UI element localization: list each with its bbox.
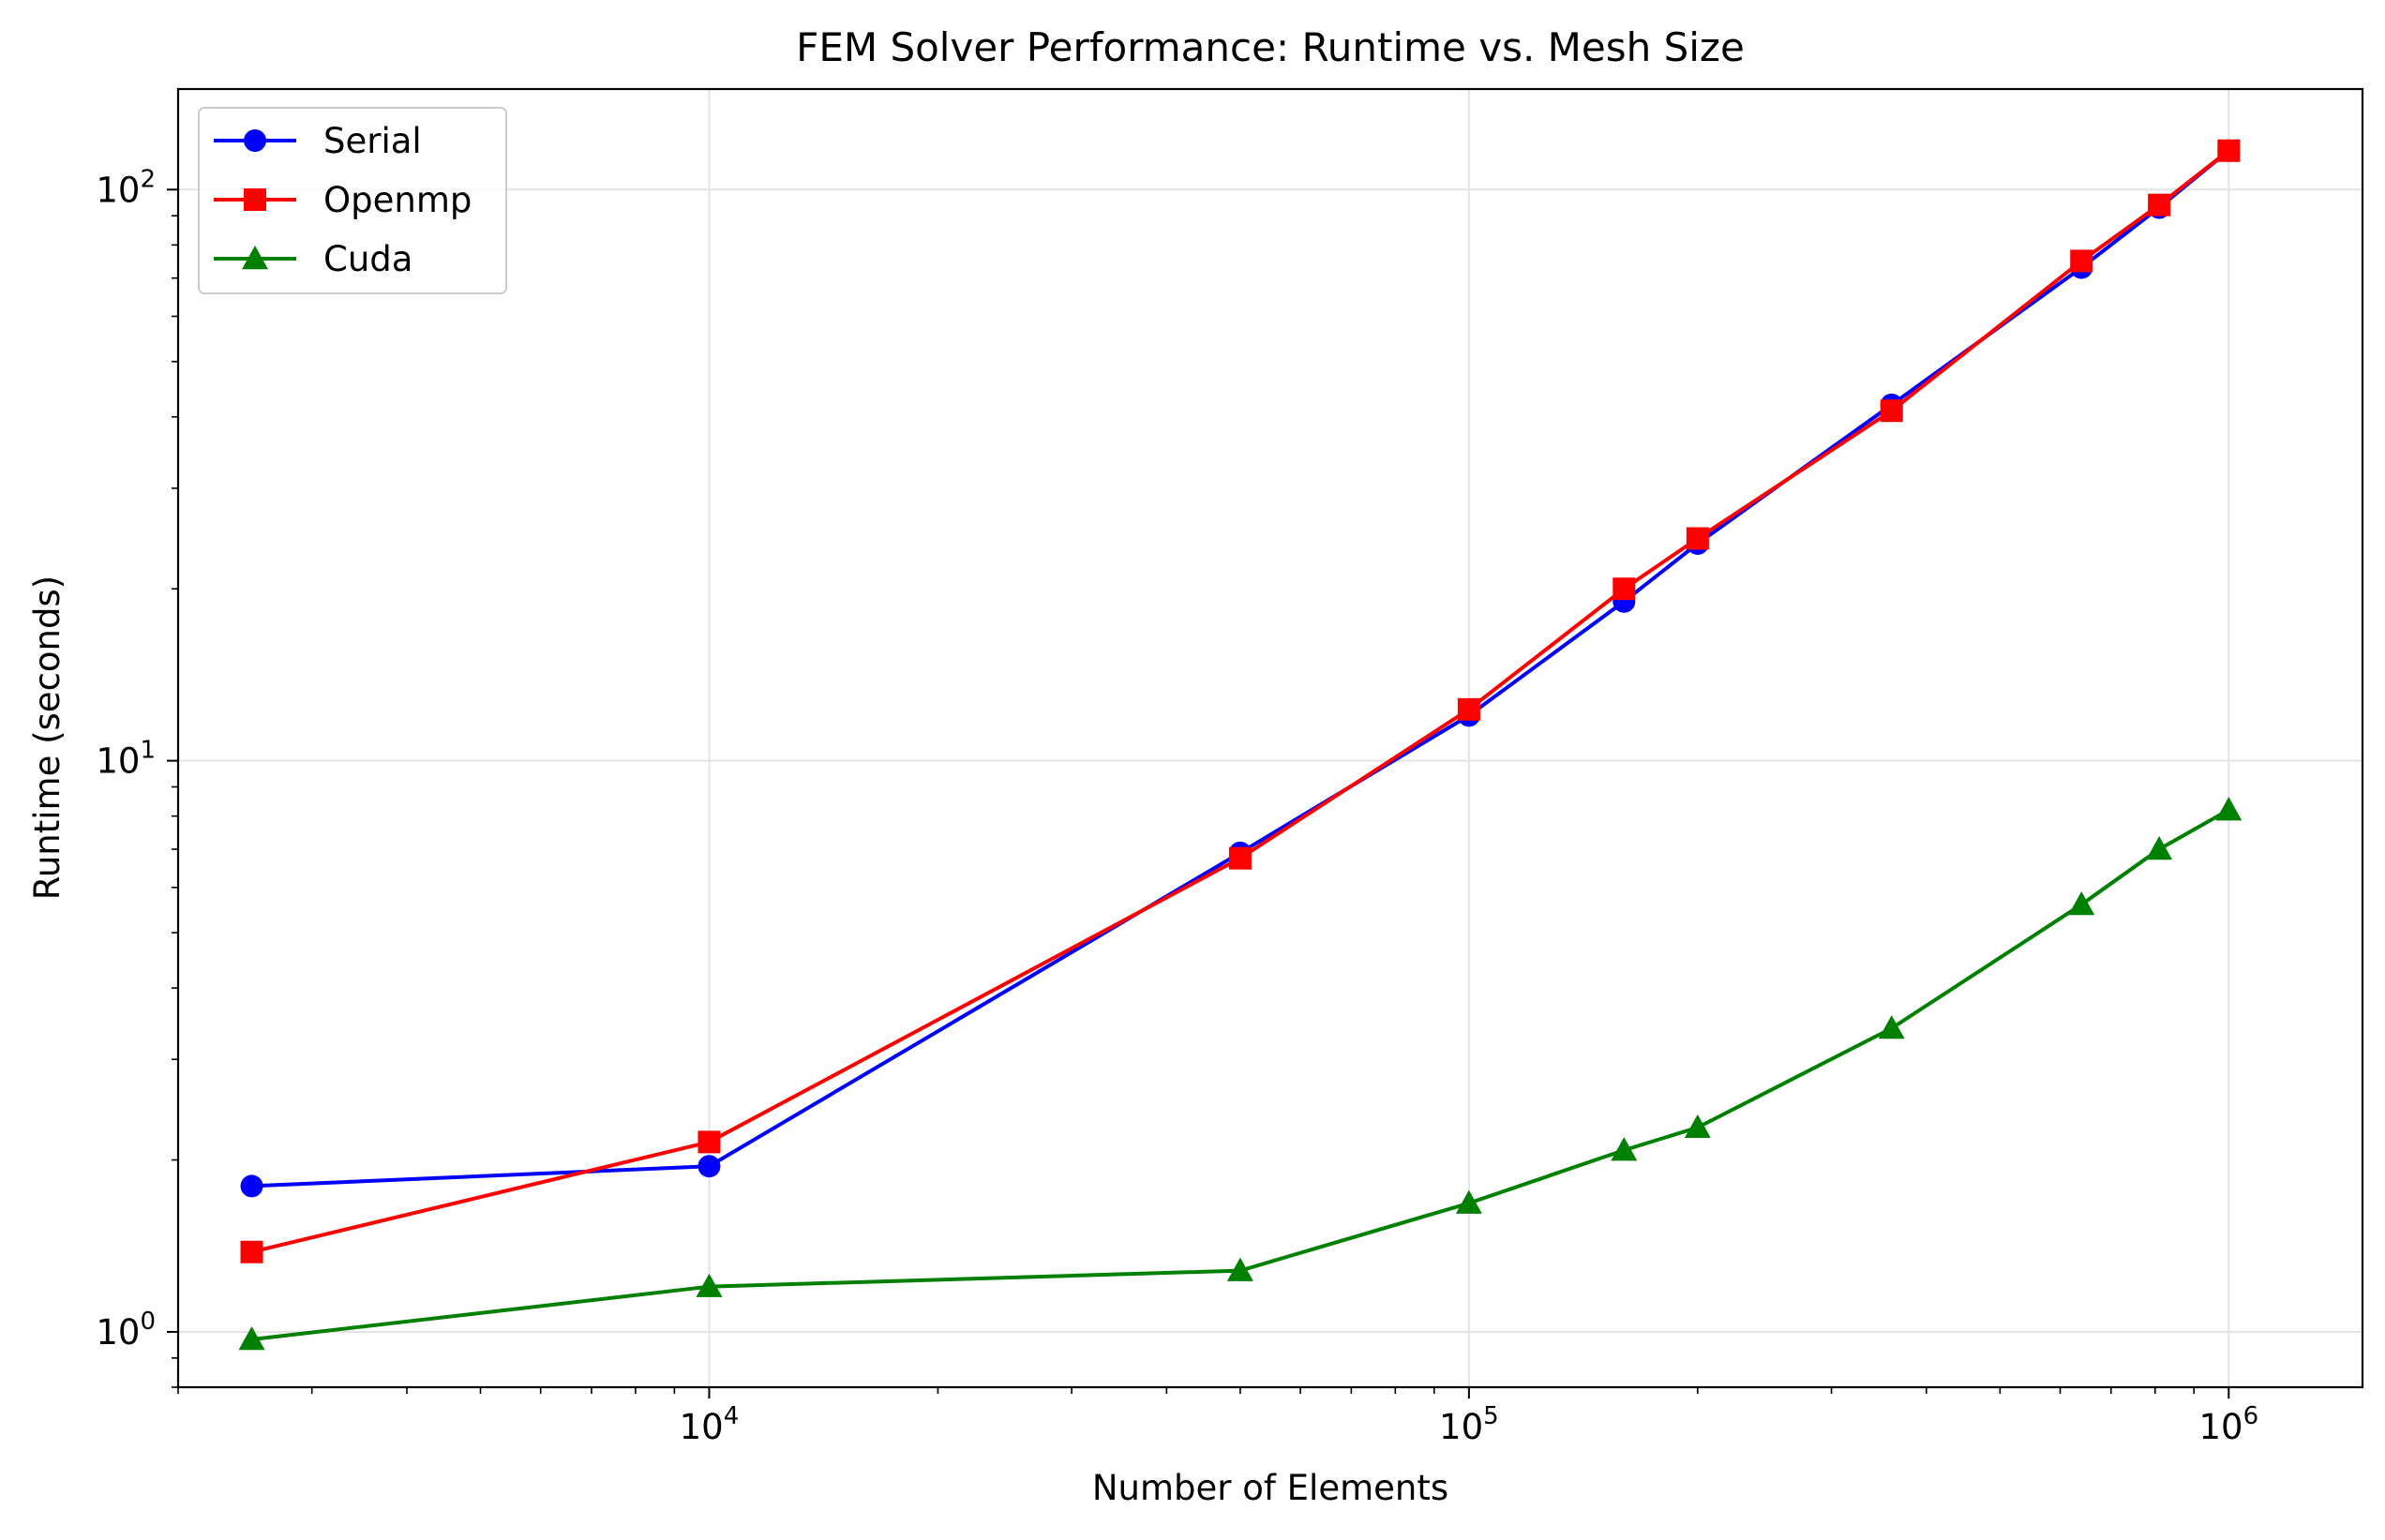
series-cuda — [238, 797, 2242, 1351]
legend: Serial Openmp Cuda — [198, 107, 507, 294]
data-point-openmp — [1228, 846, 1252, 870]
legend-marker-serial — [244, 129, 266, 152]
data-point-cuda — [2146, 836, 2173, 860]
data-point-openmp — [1880, 399, 1903, 423]
data-point-cuda — [2068, 891, 2095, 916]
data-point-openmp — [240, 1240, 263, 1263]
data-point-cuda — [238, 1326, 265, 1351]
legend-box — [198, 107, 507, 294]
y-tick-label: 101 — [96, 737, 156, 782]
data-point-openmp — [1457, 697, 1480, 721]
data-point-cuda — [696, 1273, 723, 1297]
y-axis-label: Runtime (seconds) — [27, 576, 68, 900]
legend-label-serial: Serial — [323, 121, 422, 161]
plot-frame — [176, 87, 2364, 1389]
chart-title: FEM Solver Performance: Runtime vs. Mesh… — [796, 24, 1745, 70]
data-point-cuda — [2215, 797, 2242, 821]
data-point-serial — [240, 1174, 263, 1198]
data-point-cuda — [1684, 1114, 1711, 1139]
data-point-openmp — [2070, 249, 2093, 273]
series-line-openmp — [251, 149, 2230, 1254]
data-point-openmp — [2148, 193, 2171, 217]
data-point-cuda — [1611, 1137, 1638, 1161]
legend-label-cuda: Cuda — [323, 239, 412, 279]
series-openmp — [240, 139, 2241, 1263]
series-line-cuda — [251, 808, 2230, 1341]
grid — [178, 89, 2362, 1387]
data-point-cuda — [1226, 1257, 1253, 1281]
data-point-openmp — [1612, 577, 1636, 601]
series-line-serial — [251, 149, 2230, 1189]
x-axis-label: Number of Elements — [1092, 1468, 1448, 1508]
data-point-openmp — [1686, 527, 1709, 550]
minor-ticks — [172, 215, 2196, 1394]
data-point-openmp — [698, 1130, 721, 1154]
legend-marker-cuda — [242, 246, 268, 270]
data-point-cuda — [1455, 1189, 1482, 1214]
data-point-cuda — [1878, 1015, 1905, 1039]
series-layer — [238, 139, 2242, 1351]
data-point-serial — [698, 1155, 721, 1178]
legend-marker-openmp — [244, 188, 266, 211]
legend-label-openmp: Openmp — [323, 180, 472, 220]
data-point-openmp — [2217, 139, 2241, 162]
